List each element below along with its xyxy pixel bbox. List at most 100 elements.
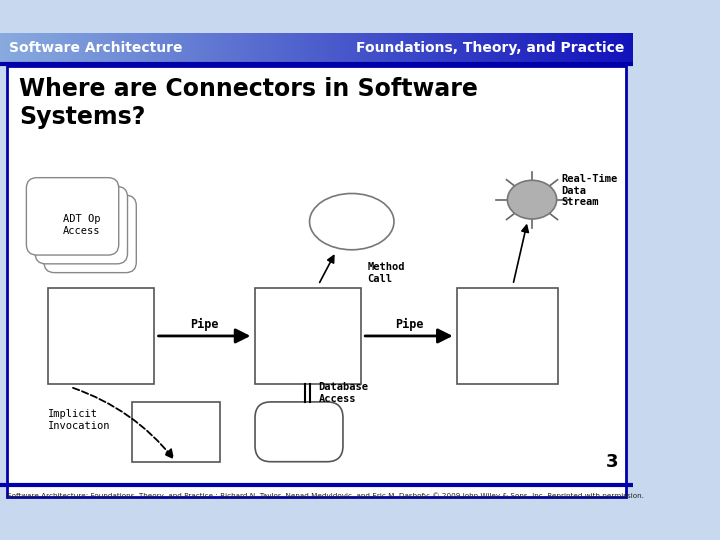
Ellipse shape: [310, 193, 394, 250]
Bar: [538, 32, 540, 64]
Text: Software Architecture: Software Architecture: [9, 42, 182, 56]
Bar: [585, 32, 587, 64]
Bar: [240, 32, 243, 64]
Bar: [232, 32, 234, 64]
Bar: [344, 32, 346, 64]
Bar: [424, 32, 426, 64]
Bar: [38, 32, 40, 64]
Bar: [346, 32, 348, 64]
Bar: [317, 32, 319, 64]
Bar: [304, 32, 306, 64]
Bar: [422, 32, 424, 64]
Bar: [591, 32, 593, 64]
Bar: [245, 32, 247, 64]
Bar: [197, 32, 199, 64]
Bar: [236, 32, 238, 64]
Bar: [333, 32, 336, 64]
Bar: [606, 32, 608, 64]
Bar: [540, 32, 542, 64]
Bar: [169, 32, 171, 64]
Bar: [258, 32, 260, 64]
Bar: [45, 32, 46, 64]
Bar: [143, 32, 145, 64]
Bar: [372, 32, 374, 64]
Bar: [80, 32, 82, 64]
Bar: [95, 32, 97, 64]
Bar: [184, 32, 186, 64]
Bar: [414, 32, 415, 64]
Bar: [329, 32, 331, 64]
Bar: [319, 32, 321, 64]
Bar: [534, 32, 536, 64]
Ellipse shape: [508, 180, 557, 219]
Bar: [361, 32, 363, 64]
Bar: [601, 32, 603, 64]
Bar: [32, 32, 34, 64]
Bar: [145, 32, 148, 64]
Bar: [63, 32, 66, 64]
Bar: [418, 32, 420, 64]
Bar: [276, 32, 279, 64]
Bar: [312, 32, 315, 64]
Bar: [321, 32, 323, 64]
Bar: [127, 32, 129, 64]
Bar: [451, 32, 454, 64]
Bar: [625, 32, 627, 64]
Bar: [490, 32, 492, 64]
Bar: [163, 32, 165, 64]
Bar: [199, 32, 200, 64]
Bar: [578, 32, 580, 64]
Bar: [156, 32, 158, 64]
Bar: [281, 32, 283, 64]
Bar: [415, 32, 418, 64]
Bar: [536, 32, 538, 64]
Bar: [109, 32, 112, 64]
Bar: [598, 32, 599, 64]
Bar: [546, 32, 549, 64]
Bar: [327, 32, 329, 64]
Bar: [213, 32, 215, 64]
Bar: [268, 32, 270, 64]
Bar: [431, 32, 433, 64]
Bar: [207, 32, 209, 64]
Bar: [200, 32, 202, 64]
Bar: [374, 32, 376, 64]
Bar: [439, 32, 441, 64]
Text: Foundations, Theory, and Practice: Foundations, Theory, and Practice: [356, 42, 624, 56]
Bar: [401, 32, 403, 64]
Bar: [568, 32, 570, 64]
Bar: [532, 32, 534, 64]
Bar: [34, 32, 36, 64]
Bar: [15, 32, 17, 64]
Bar: [408, 32, 410, 64]
Bar: [141, 32, 143, 64]
Bar: [599, 32, 601, 64]
Bar: [188, 32, 190, 64]
Bar: [152, 32, 154, 64]
Bar: [629, 32, 631, 64]
Bar: [167, 32, 169, 64]
Bar: [603, 32, 606, 64]
Bar: [580, 32, 582, 64]
Bar: [572, 32, 574, 64]
Bar: [99, 32, 102, 64]
Bar: [285, 32, 287, 64]
FancyBboxPatch shape: [35, 186, 127, 264]
Bar: [289, 32, 292, 64]
Bar: [382, 32, 384, 64]
Bar: [114, 32, 116, 64]
Bar: [251, 32, 253, 64]
Bar: [553, 32, 555, 64]
Bar: [473, 32, 475, 64]
Bar: [30, 32, 32, 64]
Bar: [125, 32, 127, 64]
Bar: [582, 32, 585, 64]
Bar: [46, 32, 48, 64]
Bar: [36, 32, 38, 64]
Bar: [181, 32, 184, 64]
Bar: [570, 32, 572, 64]
Bar: [449, 32, 451, 64]
Bar: [150, 32, 152, 64]
Bar: [243, 32, 245, 64]
Bar: [576, 32, 578, 64]
